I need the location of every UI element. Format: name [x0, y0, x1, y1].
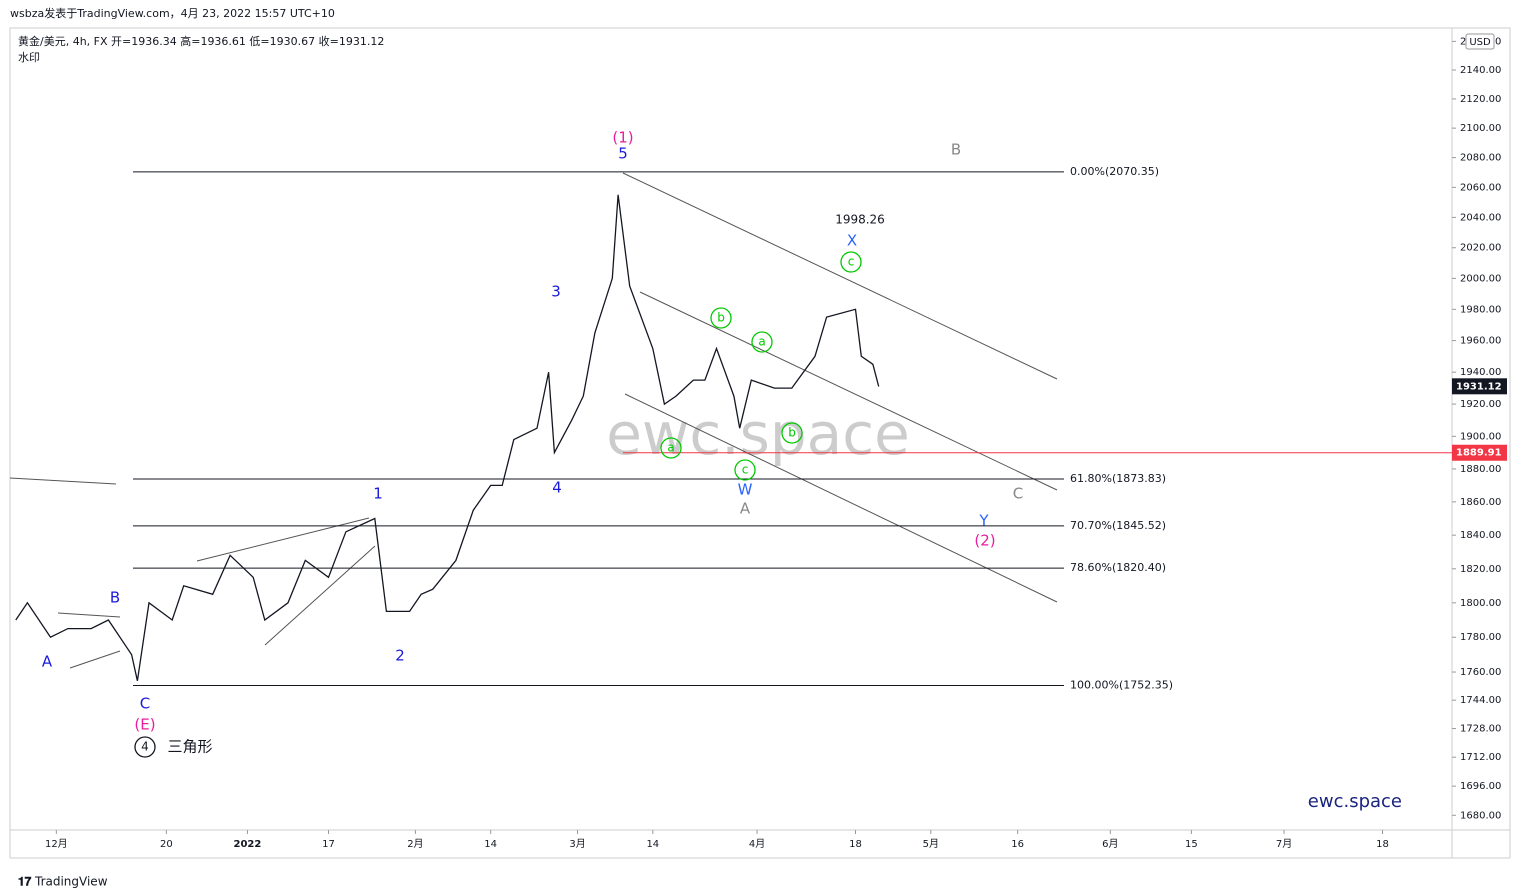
fib-label: 61.80%(1873.83)	[1070, 472, 1166, 485]
x-tick-label: 15	[1185, 839, 1198, 850]
x-tick-label: 2月	[407, 838, 423, 850]
wave-label: a	[667, 441, 674, 455]
wave-label: (2)	[974, 532, 995, 550]
wave-circle	[734, 459, 756, 481]
trend-lines	[9, 172, 1058, 669]
x-tick-label: 3月	[569, 838, 585, 850]
wave-label: 三角形	[167, 738, 212, 756]
x-tick-label: 18	[849, 839, 862, 850]
wave-label: B	[110, 589, 120, 607]
y-tick-label: 2060.00	[1460, 182, 1501, 193]
header: wsbza发表于TradingView.com，4月 23, 2022 15:5…	[10, 6, 335, 20]
y-tick-label: 1696.00	[1460, 781, 1501, 792]
watermark: ewc.space	[606, 400, 910, 468]
wave-label: A	[42, 653, 53, 671]
wave-circle	[660, 437, 682, 459]
wave-circle	[710, 307, 732, 329]
wave-circle	[751, 331, 773, 353]
wave-circle	[840, 251, 862, 273]
x-tick-label: 14	[646, 839, 659, 850]
y-tick-label: 2040.00	[1460, 212, 1501, 223]
wave-label: b	[788, 426, 796, 440]
x-tick-label: 4月	[749, 838, 765, 850]
wave-label: B	[951, 141, 961, 159]
y-tick-label: 2000.00	[1460, 273, 1501, 284]
wave-label: c	[848, 255, 855, 269]
y-tick-label: 2020.00	[1460, 243, 1501, 254]
x-tick-label: 14	[484, 839, 497, 850]
y-tick-label: 1744.00	[1460, 695, 1501, 706]
last-price-box	[1452, 378, 1507, 395]
y-tick-label: 1800.00	[1460, 598, 1501, 609]
wave-circle	[134, 736, 156, 758]
fib-label: 78.60%(1820.40)	[1070, 561, 1166, 574]
wave-label: 5	[618, 145, 628, 163]
x-tick-label: 12月	[45, 838, 68, 850]
y-tick-label: 1840.00	[1460, 530, 1501, 541]
signature: ewc.space	[1308, 791, 1402, 812]
x-tick-label: 7月	[1276, 838, 1292, 850]
wave-label: (1)	[612, 129, 633, 147]
frame	[9, 27, 1511, 859]
footer-brand: TradingView	[34, 875, 108, 889]
price-level-label: 1889.91	[1456, 448, 1502, 459]
currency: USD	[1469, 37, 1491, 48]
x-tick-label: 17	[322, 839, 335, 850]
wave-label: W	[738, 481, 753, 499]
x-tick-label: 16	[1011, 839, 1024, 850]
y-tick-label: 2080.00	[1460, 153, 1501, 164]
y-tick-label: 1820.00	[1460, 564, 1501, 575]
y-tick-label: 1980.00	[1460, 304, 1501, 315]
fib-label: 100.00%(1752.35)	[1070, 678, 1173, 691]
y-tick-label: 1920.00	[1460, 399, 1501, 410]
wave-label: 4	[552, 479, 562, 497]
wave-label: A	[740, 500, 751, 518]
wave-label: b	[717, 311, 725, 325]
subtitle: 水印	[18, 51, 40, 64]
y-tick-label: 1780.00	[1460, 632, 1501, 643]
y-tick-label: 2140.00	[1460, 65, 1501, 76]
y-tick-label: 1760.00	[1460, 667, 1501, 678]
wave-label: C	[1013, 485, 1023, 503]
y-tick-label: 1680.00	[1460, 810, 1501, 821]
y-tick-label: 2100.00	[1460, 123, 1501, 134]
wave-label: 4	[141, 740, 149, 754]
footer-logo: 𝟏𝟕	[18, 875, 32, 889]
price-level-box	[1452, 444, 1507, 461]
last-price-label: 1931.12	[1456, 381, 1502, 392]
y-tick-label: 1860.00	[1460, 497, 1501, 508]
wave-label: C	[140, 695, 150, 713]
y-tick-label: 1712.00	[1460, 752, 1501, 763]
y-tick-label: 2120.00	[1460, 94, 1501, 105]
wave-label: Y	[978, 512, 989, 530]
wave-label: 1	[373, 485, 383, 503]
wave-label: X	[847, 232, 857, 250]
wave-circle	[781, 422, 803, 444]
wave-label: (E)	[134, 716, 155, 734]
fib-label: 0.00%(2070.35)	[1070, 165, 1159, 178]
wave-label: 3	[551, 283, 561, 301]
y-tick-label: 1900.00	[1460, 431, 1501, 442]
wave-label: a	[758, 335, 765, 349]
price-line	[15, 194, 880, 681]
x-tick-label: 2022	[234, 839, 262, 850]
y-tick-label: 1728.00	[1460, 724, 1501, 735]
currency-box	[1465, 33, 1495, 50]
wave-label: 1998.26	[835, 213, 885, 227]
x-tick-label: 18	[1376, 839, 1389, 850]
y-tick-label: 1880.00	[1460, 464, 1501, 475]
wave-label: c	[742, 463, 749, 477]
fib-label: 70.70%(1845.52)	[1070, 519, 1166, 532]
symbol-info: 黄金/美元, 4h, FX 开=1936.34 高=1936.61 低=1930…	[18, 34, 384, 48]
x-tick-label: 20	[160, 839, 173, 850]
x-tick-label: 6月	[1102, 838, 1118, 850]
wave-label: 2	[395, 647, 405, 665]
y-tick-label: 1960.00	[1460, 336, 1501, 347]
y-tick-label: 1940.00	[1460, 367, 1501, 378]
x-tick-label: 5月	[923, 838, 939, 850]
